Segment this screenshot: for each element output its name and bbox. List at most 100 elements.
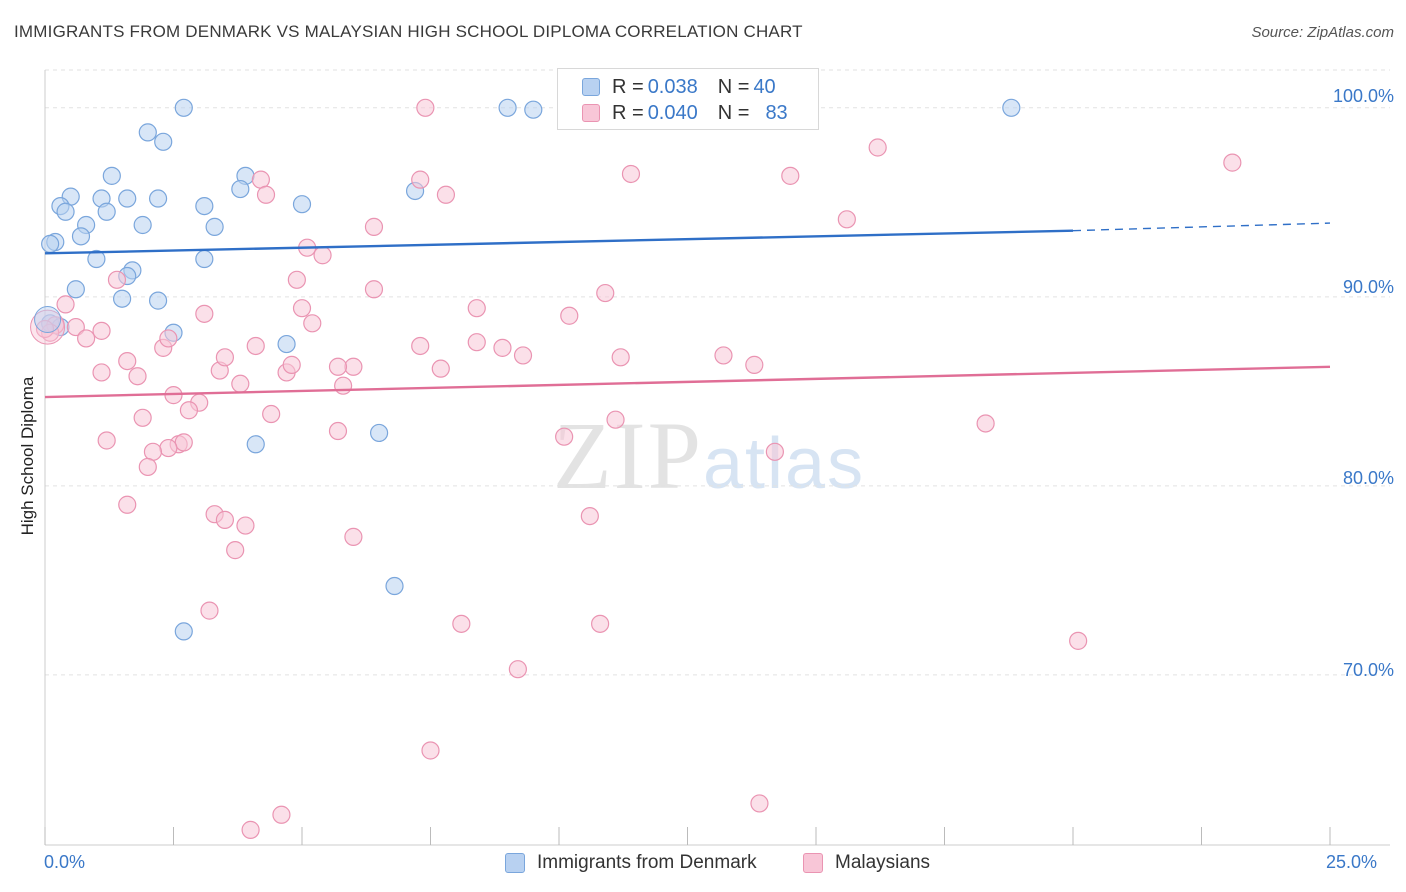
legend-row-denmark: R = 0.038 N = 40 xyxy=(582,74,776,100)
malaysians-point xyxy=(236,516,255,535)
watermark-zip: ZIP xyxy=(553,402,703,509)
watermark-atlas: atlas xyxy=(703,424,866,504)
malaysians-point xyxy=(781,166,800,185)
malaysians-point xyxy=(251,170,270,189)
malaysians-point xyxy=(364,217,384,236)
malaysians-point xyxy=(508,660,527,679)
legend-n-label: N = xyxy=(717,101,750,124)
malaysians-point xyxy=(159,329,178,348)
malaysians-point xyxy=(66,317,85,337)
denmark-point xyxy=(370,423,389,443)
malaysians-point xyxy=(262,404,281,424)
malaysians-point xyxy=(174,433,193,452)
denmark-point xyxy=(71,227,91,246)
malaysians-point xyxy=(606,410,625,429)
malaysians-point xyxy=(765,442,784,461)
denmark-point xyxy=(118,189,137,208)
denmark-point xyxy=(385,576,404,596)
malaysians-point xyxy=(143,442,163,461)
malaysians-point xyxy=(328,357,348,376)
denmark-point xyxy=(205,217,224,236)
series-legend-malaysians: Malaysians xyxy=(803,852,930,874)
series-label-malaysians: Malaysians xyxy=(835,852,931,873)
malaysians-point xyxy=(421,741,440,760)
denmark-point xyxy=(195,249,214,269)
malaysians-point xyxy=(467,333,486,352)
denmark-trend-extension xyxy=(1072,222,1331,232)
malaysians-point xyxy=(92,363,111,382)
watermark: ZIPatlas xyxy=(553,400,865,511)
malaysians-point xyxy=(313,246,332,265)
malaysians-point xyxy=(292,299,312,318)
malaysians-point xyxy=(56,295,75,314)
malaysians-point xyxy=(868,138,887,157)
malaysians-point xyxy=(138,457,157,477)
denmark-point xyxy=(174,622,193,641)
malaysians-point xyxy=(745,355,764,374)
denmark-point xyxy=(138,123,157,142)
malaysians-point xyxy=(107,270,127,289)
denmark-point xyxy=(97,202,116,221)
denmark-point xyxy=(524,100,543,119)
denmark-point xyxy=(277,334,296,354)
malaysians-point xyxy=(256,185,276,204)
malaysians-point xyxy=(92,321,111,340)
denmark-point xyxy=(66,280,85,299)
malaysians-point xyxy=(179,401,199,420)
malaysians-point xyxy=(35,319,55,339)
legend-r-value: 0.038 xyxy=(647,75,698,98)
denmark-point xyxy=(246,435,265,454)
x-tick-label-max: 25.0% xyxy=(1326,852,1378,872)
denmark-point xyxy=(112,289,132,308)
legend-n-label: N = xyxy=(717,75,750,98)
legend-r-label: R = xyxy=(612,101,644,124)
x-tick-label-min: 0.0% xyxy=(44,852,86,872)
malaysians-point xyxy=(364,280,384,299)
legend-n-value: 40 xyxy=(753,75,776,98)
malaysians-point xyxy=(226,541,245,560)
series-swatch-malaysians xyxy=(803,853,823,873)
malaysians-point xyxy=(118,495,137,514)
malaysians-cluster-point xyxy=(30,309,66,345)
denmark-point xyxy=(102,166,121,185)
legend-r-label: R = xyxy=(612,75,644,98)
malaysians-point xyxy=(714,346,733,365)
legend-row-malaysians: R = 0.040 N = 83 xyxy=(582,100,788,126)
malaysians-point xyxy=(1069,631,1088,650)
malaysians-point xyxy=(431,359,450,378)
malaysians-point xyxy=(303,314,322,333)
malaysians-point xyxy=(452,614,471,633)
malaysians-point xyxy=(282,355,301,374)
denmark-trend-line xyxy=(44,229,1074,255)
malaysians-point xyxy=(555,427,574,446)
source-credit: Source: ZipAtlas.com xyxy=(1251,24,1394,41)
denmark-point xyxy=(231,179,250,199)
malaysians-point xyxy=(246,336,265,356)
malaysians-trend-line xyxy=(44,365,1331,399)
malaysians-point xyxy=(493,338,512,357)
series-label-denmark: Immigrants from Denmark xyxy=(537,852,757,873)
denmark-point xyxy=(133,215,152,235)
y-tick-label-70: 70.0% xyxy=(1342,660,1394,680)
malaysians-point xyxy=(200,601,219,620)
malaysians-point xyxy=(128,367,147,386)
malaysians-point xyxy=(118,351,137,371)
denmark-point xyxy=(154,132,173,151)
malaysians-point xyxy=(287,270,306,289)
malaysians-point xyxy=(344,357,363,376)
malaysians-point xyxy=(750,794,769,813)
malaysians-point xyxy=(344,527,363,546)
malaysians-point xyxy=(231,374,250,393)
legend-swatch-denmark xyxy=(582,78,600,96)
malaysians-point xyxy=(596,283,615,303)
denmark-point xyxy=(1002,98,1021,117)
malaysians-point xyxy=(837,210,856,229)
denmark-point xyxy=(174,98,193,117)
y-tick-label-90: 90.0% xyxy=(1342,277,1394,297)
malaysians-point xyxy=(976,414,995,433)
denmark-point xyxy=(498,98,517,117)
malaysians-point xyxy=(195,304,214,323)
malaysians-point xyxy=(513,346,533,365)
denmark-point xyxy=(87,249,106,269)
series-legend: Immigrants from Denmark Malaysians xyxy=(0,852,1406,876)
